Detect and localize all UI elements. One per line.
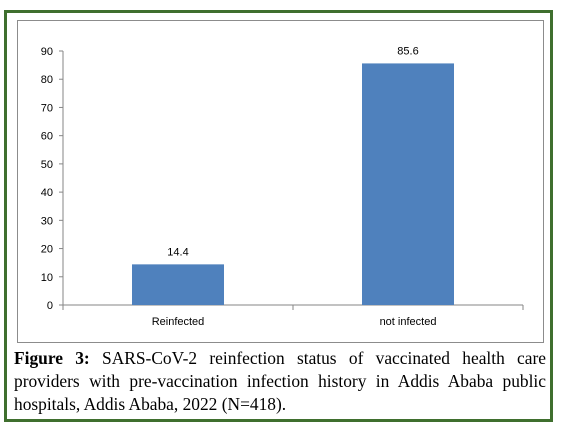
- y-tick-label: 80: [41, 74, 53, 86]
- y-tick-label: 40: [41, 187, 53, 199]
- x-tick-label: Reinfected: [152, 316, 205, 328]
- y-tick-label: 50: [41, 159, 53, 171]
- bar-reinfected: [132, 264, 224, 305]
- caption-text: SARS-CoV-2 reinfection status of vaccina…: [14, 348, 547, 414]
- data-label: 14.4: [167, 246, 188, 258]
- y-tick-label: 30: [41, 215, 53, 227]
- y-tick-label: 0: [47, 300, 53, 312]
- bar-chart: 0 10 20 30 40 50 60 70 80 90 14.4 Reinfected 85.6 not…: [41, 45, 524, 328]
- y-tick-label: 70: [41, 102, 53, 114]
- bar-not-infected: [362, 63, 454, 305]
- y-tick-label: 90: [41, 46, 53, 58]
- caption-label: Figure 3:: [14, 348, 90, 368]
- chart-area: 0 10 20 30 40 50 60 70 80 90 14.4 Reinfected 85.6 not…: [17, 20, 544, 343]
- x-tick-label: not infected: [380, 316, 437, 328]
- data-label: 85.6: [397, 45, 418, 57]
- y-tick-label: 60: [41, 131, 53, 143]
- figure-caption: Figure 3: SARS-CoV-2 reinfection status …: [14, 347, 546, 416]
- figure-frame: 0 10 20 30 40 50 60 70 80 90 14.4 Reinfected 85.6 not…: [4, 10, 553, 422]
- y-tick-label: 20: [41, 244, 53, 256]
- y-tick-label: 10: [41, 272, 53, 284]
